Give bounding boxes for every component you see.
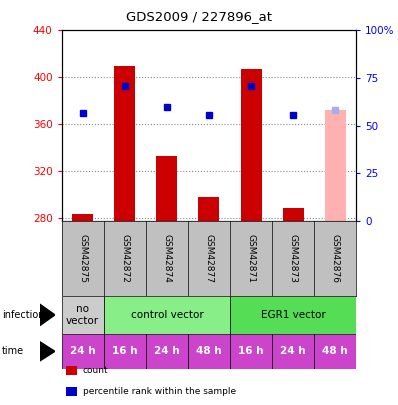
Text: 24 h: 24 h bbox=[280, 346, 306, 356]
Bar bbox=[230, 334, 272, 369]
Polygon shape bbox=[40, 342, 55, 361]
Bar bbox=[62, 296, 104, 334]
Bar bbox=[114, 66, 135, 221]
Text: 24 h: 24 h bbox=[70, 346, 96, 356]
Text: 16 h: 16 h bbox=[238, 346, 264, 356]
Text: GSM42876: GSM42876 bbox=[331, 234, 339, 283]
Polygon shape bbox=[40, 304, 55, 326]
Text: 48 h: 48 h bbox=[322, 346, 348, 356]
Text: 24 h: 24 h bbox=[154, 346, 179, 356]
Text: time: time bbox=[2, 346, 24, 356]
Bar bbox=[230, 296, 356, 334]
Text: GSM42873: GSM42873 bbox=[289, 234, 298, 283]
Bar bbox=[325, 110, 346, 221]
Text: EGR1 vector: EGR1 vector bbox=[261, 310, 326, 320]
Bar bbox=[283, 208, 304, 221]
Text: GSM42874: GSM42874 bbox=[162, 234, 172, 283]
Bar bbox=[272, 334, 314, 369]
Text: control vector: control vector bbox=[131, 310, 203, 320]
Text: GDS2009 / 227896_at: GDS2009 / 227896_at bbox=[126, 10, 272, 23]
Bar bbox=[156, 156, 178, 221]
Text: 48 h: 48 h bbox=[196, 346, 222, 356]
Text: percentile rank within the sample: percentile rank within the sample bbox=[83, 387, 236, 396]
Text: no
vector: no vector bbox=[66, 304, 99, 326]
Bar bbox=[188, 334, 230, 369]
Bar bbox=[104, 334, 146, 369]
Bar bbox=[62, 334, 104, 369]
Bar bbox=[104, 296, 230, 334]
Bar bbox=[314, 334, 356, 369]
Text: infection: infection bbox=[2, 310, 45, 320]
Text: 16 h: 16 h bbox=[112, 346, 138, 356]
Bar bbox=[199, 197, 219, 221]
Text: GSM42871: GSM42871 bbox=[246, 234, 256, 283]
Bar bbox=[146, 334, 188, 369]
Text: GSM42872: GSM42872 bbox=[120, 234, 129, 283]
Text: GSM42875: GSM42875 bbox=[78, 234, 87, 283]
Text: count: count bbox=[83, 366, 108, 375]
Bar bbox=[72, 214, 93, 221]
Text: GSM42877: GSM42877 bbox=[205, 234, 213, 283]
Bar bbox=[240, 69, 261, 221]
